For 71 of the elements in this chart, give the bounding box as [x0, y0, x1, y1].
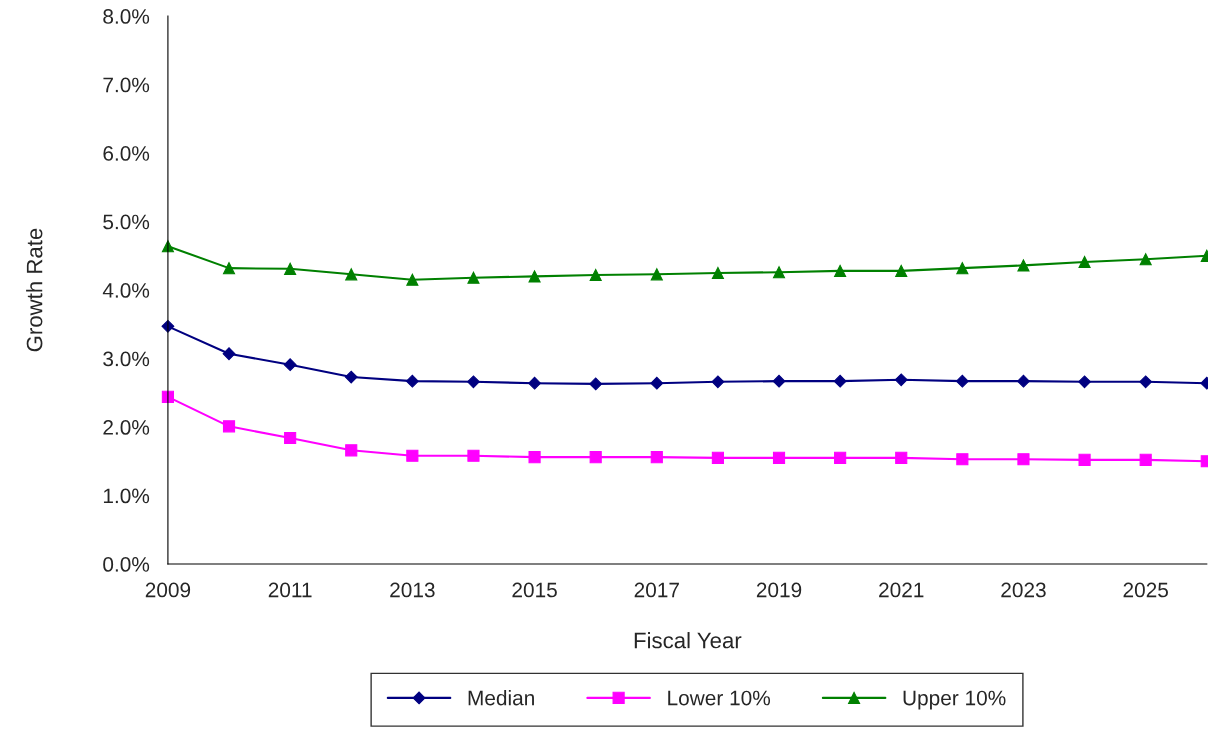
x-tick-label: 2013 [390, 582, 435, 598]
x-tick-label: 2011 [268, 582, 312, 598]
point [834, 451, 847, 464]
point [528, 270, 541, 283]
point [1139, 375, 1153, 389]
x-tick-label: 2025 [1123, 582, 1168, 598]
point [222, 420, 236, 433]
point [650, 268, 663, 281]
point [528, 376, 541, 390]
point [1017, 374, 1030, 388]
y-tick-label: 8.0% [103, 9, 150, 24]
x-tick-label: 2009 [145, 582, 191, 598]
legend-label: Lower 10% [668, 690, 771, 706]
point [650, 451, 663, 464]
point [222, 262, 236, 275]
point [1078, 453, 1091, 466]
y-tick-label: 6.0% [103, 146, 150, 161]
point [711, 375, 725, 389]
y-tick-label: 3.0% [103, 351, 150, 367]
y-tick-label: 4.0% [102, 283, 150, 298]
y-tick-label: 7.0% [103, 77, 150, 93]
point [222, 347, 236, 361]
x-tick-label: 2017 [634, 582, 679, 598]
point [955, 374, 969, 388]
y-tick-label: 1.0% [103, 488, 150, 504]
point [1017, 259, 1030, 272]
x-tick-label: 2019 [756, 582, 802, 598]
x-tick-label: 2021 [879, 582, 924, 598]
point [1078, 255, 1091, 269]
point [405, 374, 419, 388]
point [345, 268, 358, 281]
point [589, 451, 602, 464]
point [895, 451, 908, 464]
y-tick-label: 5.0% [103, 214, 150, 230]
point [711, 451, 724, 464]
y-tick-label: 0.0% [103, 557, 150, 572]
point [711, 266, 724, 280]
point [344, 370, 358, 384]
point [467, 449, 480, 462]
point [528, 451, 541, 464]
point [1078, 375, 1091, 389]
point [406, 273, 419, 286]
x-tick-label: 2023 [1001, 582, 1046, 598]
point [406, 449, 419, 462]
point [895, 264, 908, 277]
x-tick-label: 2015 [512, 582, 557, 598]
point [834, 264, 847, 277]
x-axis-title: Fiscal Year [634, 632, 742, 649]
point [467, 271, 480, 284]
y-tick-label: 2.0% [103, 420, 150, 435]
point [833, 374, 847, 388]
point [1017, 453, 1030, 466]
point [589, 268, 602, 282]
point [772, 451, 786, 464]
point [283, 358, 297, 372]
point [345, 444, 358, 457]
y-axis-title: Growth Rate [26, 228, 43, 352]
legend-label: Median [468, 690, 534, 706]
point [589, 377, 603, 391]
point [772, 374, 786, 388]
legend-label: Upper 10% [903, 690, 1006, 710]
point [284, 431, 297, 445]
point [467, 375, 480, 389]
point [956, 453, 969, 466]
point [772, 266, 786, 279]
point [1139, 453, 1152, 466]
point [1139, 253, 1152, 266]
point [956, 262, 969, 275]
point [284, 262, 297, 275]
point [894, 373, 908, 387]
point [650, 376, 664, 390]
